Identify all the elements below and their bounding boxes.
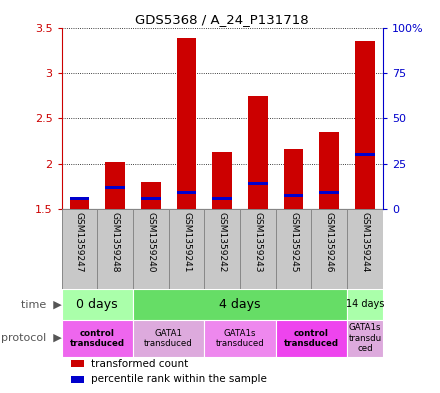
Bar	[177, 191, 196, 195]
Bar	[248, 182, 268, 185]
Text: time  ▶: time ▶	[21, 299, 62, 309]
Bar	[355, 41, 375, 209]
Bar	[62, 320, 133, 357]
Bar	[319, 132, 339, 209]
Bar	[169, 209, 204, 288]
Text: GSM1359243: GSM1359243	[253, 211, 262, 272]
Text: GSM1359245: GSM1359245	[289, 211, 298, 272]
Text: 4 days: 4 days	[219, 298, 261, 311]
Bar	[133, 209, 169, 288]
Text: transformed count: transformed count	[91, 359, 188, 369]
Text: 0 days: 0 days	[77, 298, 118, 311]
Bar	[276, 320, 347, 357]
Text: 14 days: 14 days	[346, 299, 384, 309]
Bar	[347, 209, 383, 288]
Text: GATA1
transduced: GATA1 transduced	[144, 329, 193, 348]
Bar	[97, 209, 133, 288]
Text: GSM1359242: GSM1359242	[218, 211, 227, 272]
Bar	[71, 360, 84, 367]
Text: GSM1359247: GSM1359247	[75, 211, 84, 272]
Text: control
transduced: control transduced	[284, 329, 339, 348]
Bar	[204, 209, 240, 288]
Bar	[70, 196, 89, 200]
Text: protocol  ▶: protocol ▶	[1, 333, 62, 343]
Text: GSM1359241: GSM1359241	[182, 211, 191, 272]
Text: GATA1s
transduced: GATA1s transduced	[216, 329, 264, 348]
Bar	[62, 288, 133, 320]
Bar	[105, 162, 125, 209]
Bar	[105, 186, 125, 189]
Bar	[347, 288, 383, 320]
Bar	[248, 95, 268, 209]
Bar	[312, 209, 347, 288]
Bar	[71, 376, 84, 383]
Bar	[70, 200, 89, 209]
Bar	[177, 39, 196, 209]
Bar	[62, 209, 97, 288]
Bar	[284, 149, 304, 209]
Bar	[347, 320, 383, 357]
Bar	[133, 320, 204, 357]
Text: GSM1359240: GSM1359240	[147, 211, 155, 272]
Bar	[213, 152, 232, 209]
Bar	[355, 153, 375, 156]
Bar	[240, 209, 276, 288]
Bar	[141, 196, 161, 200]
Bar	[204, 320, 276, 357]
Bar	[319, 191, 339, 195]
Title: GDS5368 / A_24_P131718: GDS5368 / A_24_P131718	[136, 13, 309, 26]
Bar	[141, 182, 161, 209]
Text: GSM1359246: GSM1359246	[325, 211, 334, 272]
Text: GSM1359244: GSM1359244	[360, 211, 370, 272]
Text: GSM1359248: GSM1359248	[110, 211, 120, 272]
Text: control
transduced: control transduced	[70, 329, 125, 348]
Text: GATA1s
transdu
ced: GATA1s transdu ced	[348, 323, 381, 353]
Bar	[133, 288, 347, 320]
Bar	[276, 209, 312, 288]
Bar	[284, 194, 304, 197]
Bar	[213, 196, 232, 200]
Text: percentile rank within the sample: percentile rank within the sample	[91, 375, 266, 384]
